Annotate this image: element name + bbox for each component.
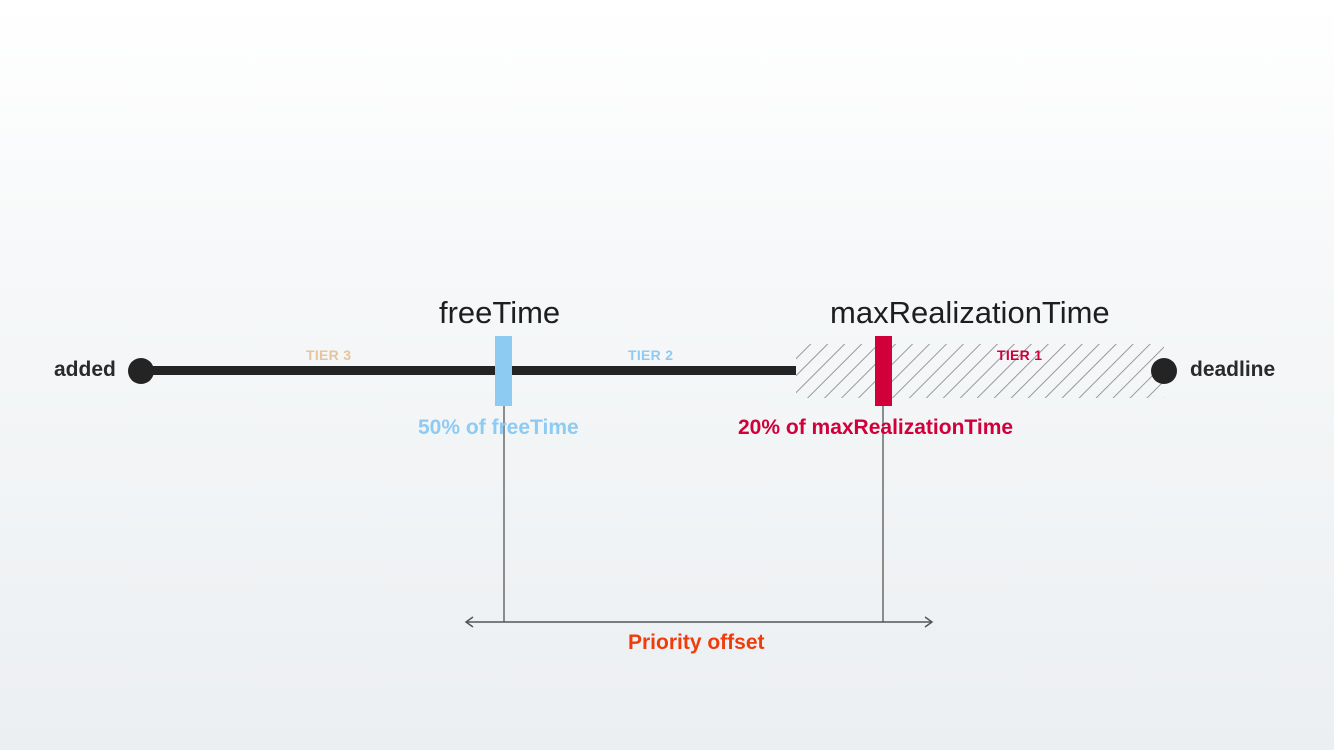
arrow-right-head-icon: [924, 616, 934, 628]
max-realization-percent-label: 20% of maxRealizationTime: [738, 416, 1014, 439]
priority-offset-label: Priority offset: [628, 631, 765, 654]
tier-3-label: TIER 3: [306, 347, 352, 363]
max-realization-time-marker: [875, 336, 892, 406]
free-time-marker: [495, 336, 512, 406]
arrow-left-head-icon: [464, 616, 474, 628]
deadline-dot: [1151, 358, 1177, 384]
tier-1-label: TIER 1: [997, 347, 1043, 363]
tier-1-hatched-zone: [796, 344, 1164, 398]
deadline-label: deadline: [1190, 358, 1276, 381]
added-label: added: [54, 358, 116, 381]
tier-2-label: TIER 2: [628, 347, 674, 363]
max-realization-time-title: maxRealizationTime: [830, 295, 1110, 330]
free-time-title: freeTime: [439, 295, 561, 330]
added-dot: [128, 358, 154, 384]
free-time-percent-label: 50% of freeTime: [418, 416, 579, 439]
timeline-bar: [141, 366, 796, 375]
